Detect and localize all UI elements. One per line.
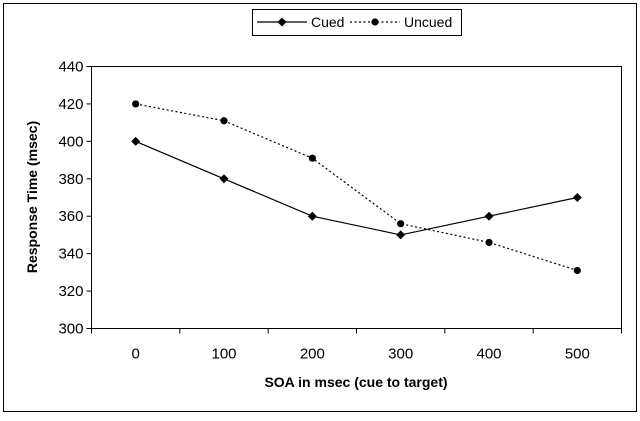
series-layer (131, 100, 582, 275)
data-point-uncued (132, 100, 140, 108)
x-tick-label: 300 (388, 346, 413, 363)
y-tick-label: 340 (58, 246, 83, 263)
legend-marker-cued (277, 17, 287, 27)
data-point-uncued (485, 238, 493, 247)
series-line-uncued (135, 103, 578, 272)
x-tick-label: 100 (211, 346, 236, 363)
data-point-uncued (220, 117, 228, 125)
data-point-cued (307, 211, 317, 221)
data-point-cued (484, 211, 494, 221)
x-tick-label: 400 (476, 346, 501, 363)
legend-marker-uncued (371, 18, 379, 26)
data-point-cued (219, 174, 229, 184)
data-point-uncued (397, 220, 405, 228)
data-point-cued (572, 193, 582, 202)
legend: Cued Uncued (252, 9, 462, 36)
y-axis-title: Response Time (msec) (24, 121, 40, 273)
y-tick-label: 380 (58, 171, 83, 188)
x-tick-label: 200 (300, 346, 325, 363)
y-axis: 300 320 340 360 380 400 420 440 (58, 59, 92, 338)
x-tick-label: 500 (565, 346, 590, 363)
data-point-uncued (308, 154, 316, 162)
x-axis-title: SOA in msec (cue to target) (264, 374, 447, 390)
y-tick-label: 400 (58, 133, 83, 150)
x-axis: 0 100 200 300 400 500 (91, 328, 622, 363)
plot-area (91, 66, 622, 329)
legend-label-cued: Cued (311, 14, 344, 30)
y-tick-label: 420 (58, 96, 83, 113)
y-tick-label: 320 (58, 283, 83, 300)
series-line-cued (135, 140, 578, 236)
y-tick-label: 360 (58, 208, 83, 225)
data-point-cued (396, 230, 406, 240)
y-tick-label: 440 (58, 59, 83, 76)
data-point-uncued (573, 266, 581, 275)
legend-label-uncued: Uncued (404, 14, 452, 30)
data-point-cued (131, 136, 141, 146)
x-tick-label: 0 (131, 346, 139, 363)
y-tick-label: 300 (58, 321, 83, 338)
